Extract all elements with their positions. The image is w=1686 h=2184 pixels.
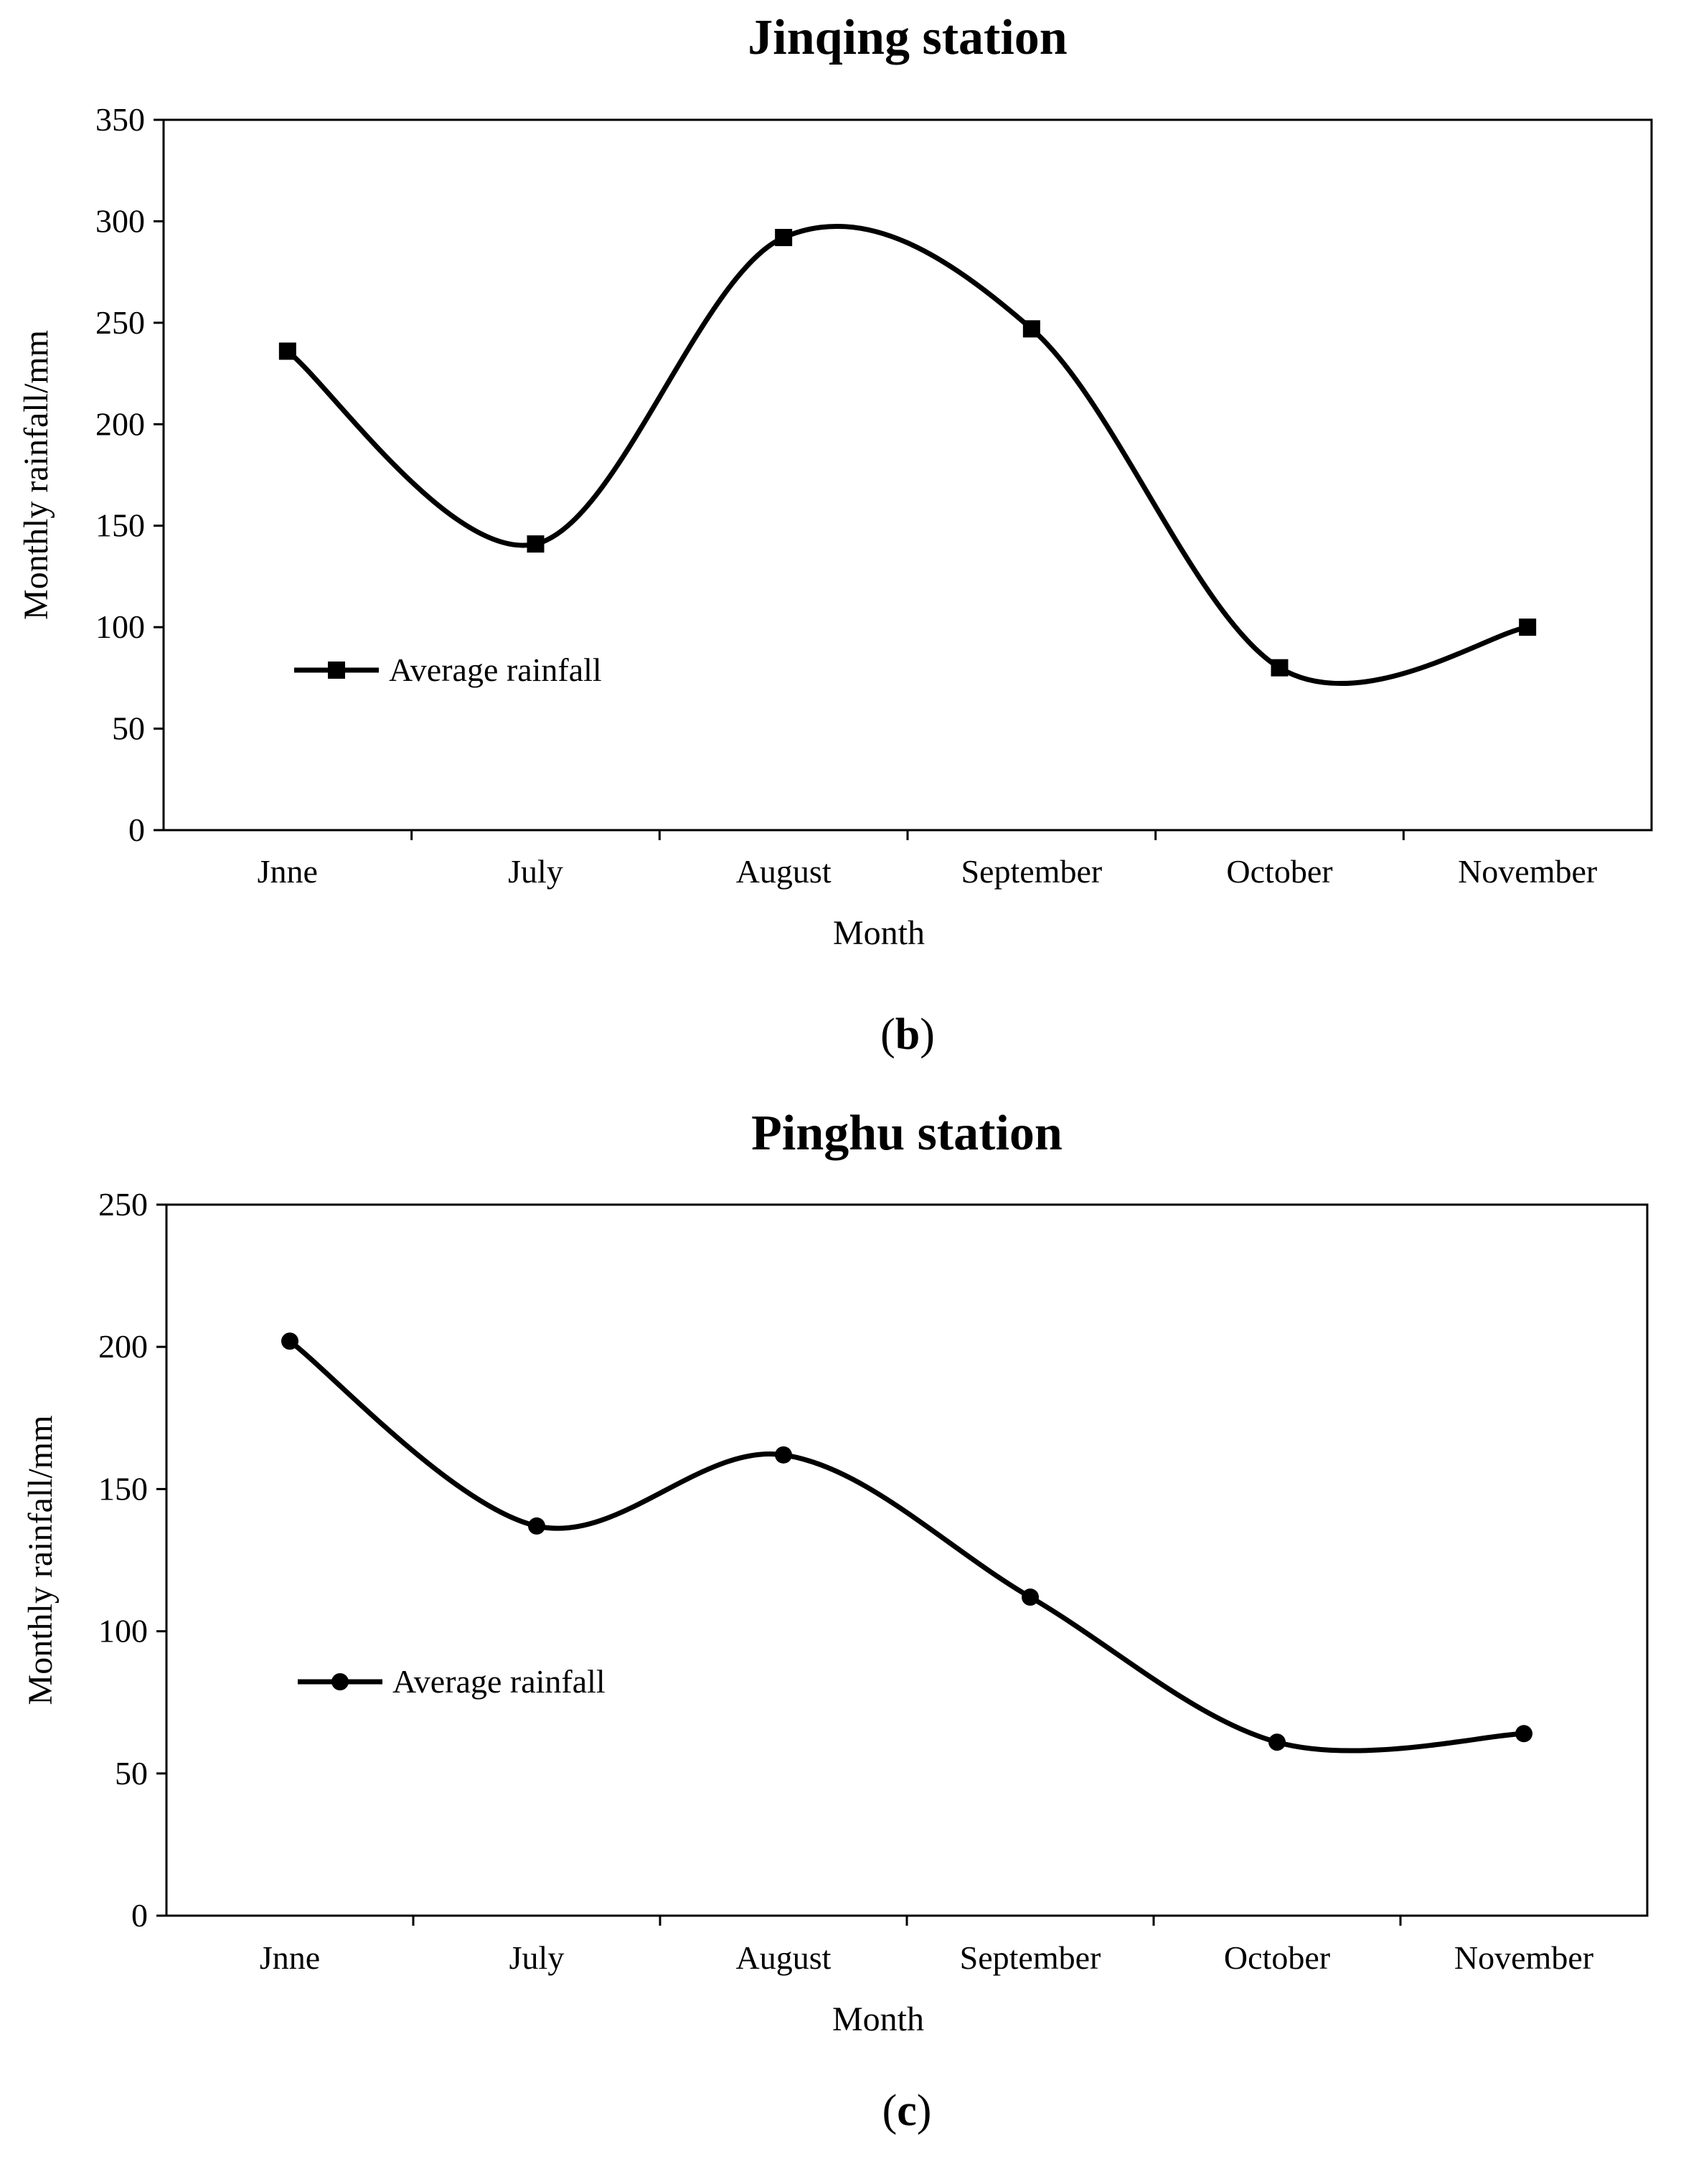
data-point — [775, 1446, 792, 1464]
panel-label: (b) — [880, 1010, 935, 1059]
data-point — [527, 535, 545, 553]
y-axis-title: Monthly rainfall/mm — [22, 1416, 60, 1705]
legend-label: Average rainfall — [392, 1663, 606, 1700]
data-point — [278, 342, 296, 360]
x-tick-label: July — [508, 853, 563, 890]
y-tick-label: 350 — [95, 101, 145, 138]
y-axis-title: Monthly rainfall/mm — [17, 330, 55, 620]
y-tick-label: 50 — [112, 710, 145, 747]
data-point — [1271, 659, 1289, 677]
data-point — [528, 1517, 545, 1535]
y-tick-label: 50 — [115, 1755, 148, 1792]
chart-pinghu: Pinghu station 0 50 100 150 200 250 Jnne July Aug… — [22, 1106, 1649, 2135]
x-tick-label: August — [736, 853, 832, 890]
x-tick-label: August — [736, 1939, 832, 1976]
y-tick-label: 250 — [95, 304, 145, 341]
plot-frame — [162, 118, 1653, 832]
data-point — [775, 229, 793, 247]
y-tick-label: 0 — [128, 811, 145, 848]
x-tick-label: September — [961, 853, 1102, 890]
y-tick-label: 150 — [98, 1470, 148, 1507]
data-point — [1268, 1733, 1286, 1751]
x-tick-label: October — [1226, 853, 1332, 890]
y-tick-label: 0 — [131, 1897, 148, 1934]
x-tick-label: September — [960, 1939, 1101, 1976]
panel-label: (c) — [882, 2086, 932, 2135]
x-tick-label: November — [1458, 853, 1597, 890]
x-tick-label: Jnne — [260, 1939, 320, 1976]
series-line — [285, 224, 1530, 687]
y-tick-label: 150 — [95, 507, 145, 544]
legend-marker — [331, 1673, 349, 1690]
series-line — [287, 1338, 1527, 1754]
y-tick-label: 100 — [98, 1613, 148, 1649]
x-tick-label: July — [509, 1939, 565, 1976]
legend-label: Average rainfall — [389, 651, 602, 688]
data-point — [1515, 1725, 1532, 1743]
chart-title: Pinghu station — [751, 1106, 1063, 1161]
x-tick-label: Jnne — [258, 853, 318, 890]
legend-marker — [328, 662, 345, 679]
chart-panel-pinghu: Pinghu station 0 50 100 150 200 250 Jnne July Aug… — [0, 1092, 1686, 2184]
x-tick-label: November — [1454, 1939, 1593, 1976]
y-tick-label: 100 — [95, 608, 145, 645]
data-point — [1022, 1588, 1039, 1606]
data-point — [281, 1332, 298, 1350]
y-tick-label: 200 — [95, 405, 145, 442]
chart-panel-jinqing: Jinqing station 0 50 100 150 200 250 300 350 Jnne… — [17, 10, 1653, 1059]
chart-title: Jinqing station — [748, 10, 1067, 65]
y-tick-label: 250 — [98, 1186, 148, 1223]
x-axis-title: Month — [832, 2000, 924, 2038]
plot-frame — [165, 1203, 1649, 1917]
y-tick-label: 300 — [95, 202, 145, 239]
x-axis-title: Month — [833, 914, 925, 952]
data-point — [1519, 618, 1537, 636]
chart-jinqing: Jinqing station 0 50 100 150 200 250 300 350 Jnne… — [17, 10, 1653, 1059]
data-point — [1022, 320, 1040, 338]
x-tick-label: October — [1224, 1939, 1330, 1976]
y-tick-label: 200 — [98, 1328, 148, 1365]
